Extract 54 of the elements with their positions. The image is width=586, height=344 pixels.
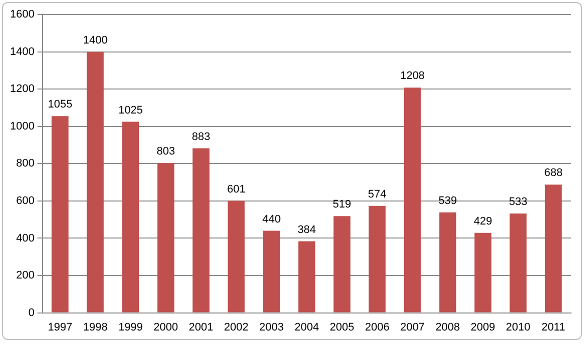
y-tick-label: 400: [16, 232, 34, 244]
bar: [86, 52, 104, 312]
data-label: 574: [368, 188, 386, 200]
bar: [510, 213, 527, 312]
data-label: 883: [192, 130, 210, 143]
y-tick-label: 1000: [10, 120, 34, 132]
y-tick-label: 1600: [10, 8, 34, 21]
bar: [122, 122, 140, 312]
x-tick-label: 2001: [188, 321, 214, 334]
data-label: 1400: [83, 34, 108, 46]
y-tick-label: 600: [16, 195, 34, 208]
data-label: 440: [262, 213, 281, 226]
x-tick-label: 2008: [435, 321, 460, 334]
y-tick-label: 1200: [10, 83, 34, 96]
data-label: 533: [508, 196, 528, 208]
bar: [439, 212, 456, 312]
data-label: 601: [227, 183, 246, 196]
x-tick-label: 1998: [83, 321, 108, 334]
data-label: 429: [474, 215, 492, 228]
bar: [474, 232, 492, 312]
bar: [263, 230, 280, 312]
x-tick-label: 2000: [154, 321, 178, 334]
x-tick-label: 2006: [364, 321, 390, 334]
bar: [192, 148, 210, 312]
x-tick-label: 2009: [470, 321, 496, 334]
data-label: 1208: [400, 70, 425, 82]
data-label: 803: [156, 146, 175, 158]
bar: [334, 216, 350, 312]
x-tick-label: 1999: [118, 321, 143, 334]
x-tick-label: 2010: [506, 321, 530, 334]
data-label: 519: [332, 198, 352, 211]
x-tick-label: 2002: [224, 321, 249, 334]
bar: [228, 200, 245, 312]
y-tick-label: 0: [28, 306, 34, 319]
bar: [404, 88, 421, 312]
x-tick-label: 2004: [294, 321, 319, 334]
x-tick-label: 2007: [400, 321, 425, 334]
y-tick-label: 800: [16, 158, 34, 170]
x-tick-label: 2003: [259, 321, 284, 334]
bar: [298, 241, 316, 312]
bar: [544, 184, 562, 312]
y-tick-label: 1400: [10, 46, 34, 58]
x-tick-label: 1997: [48, 321, 72, 334]
data-label: 1055: [48, 98, 72, 111]
data-label: 688: [544, 167, 563, 180]
x-tick-label: 2005: [330, 321, 354, 334]
x-tick-label: 2011: [542, 321, 566, 334]
bar: [157, 163, 174, 312]
data-label: 384: [298, 224, 316, 236]
bar: [52, 116, 69, 312]
data-label: 539: [438, 194, 457, 207]
data-label: 1025: [118, 104, 143, 116]
y-tick-label: 200: [16, 270, 34, 282]
bar: [368, 206, 386, 312]
